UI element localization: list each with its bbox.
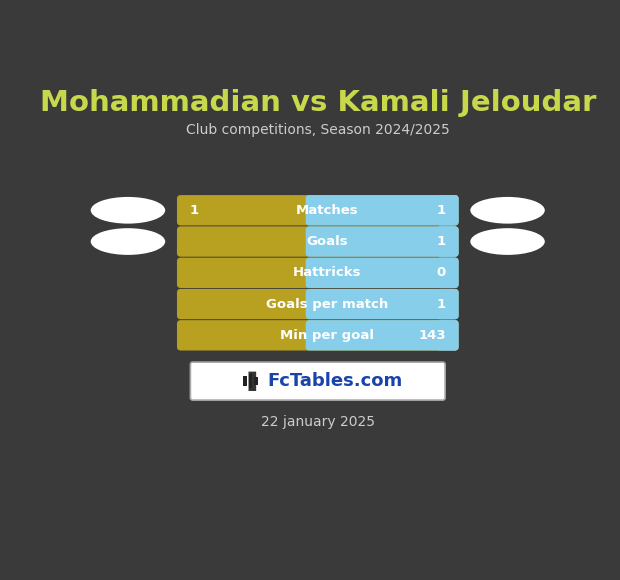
Text: ▐: ▐: [241, 371, 255, 390]
Text: 1: 1: [190, 204, 198, 217]
FancyBboxPatch shape: [190, 362, 445, 400]
FancyBboxPatch shape: [177, 320, 459, 350]
FancyBboxPatch shape: [177, 258, 459, 288]
Bar: [309, 324, 317, 347]
FancyBboxPatch shape: [306, 320, 459, 350]
FancyBboxPatch shape: [436, 226, 459, 257]
Bar: [309, 324, 454, 347]
Text: Goals per match: Goals per match: [266, 298, 389, 310]
Text: 1: 1: [437, 235, 446, 248]
FancyBboxPatch shape: [306, 289, 459, 319]
FancyBboxPatch shape: [177, 195, 459, 226]
Text: Min per goal: Min per goal: [280, 329, 374, 342]
Bar: [309, 230, 454, 253]
Text: Mohammadian vs Kamali Jeloudar: Mohammadian vs Kamali Jeloudar: [40, 89, 596, 117]
Bar: [309, 230, 317, 253]
Text: Hattricks: Hattricks: [293, 266, 361, 280]
Bar: [309, 292, 454, 316]
FancyBboxPatch shape: [306, 226, 459, 257]
FancyBboxPatch shape: [436, 320, 459, 350]
Text: Goals: Goals: [306, 235, 348, 248]
Text: 22 january 2025: 22 january 2025: [261, 415, 374, 429]
Text: 143: 143: [418, 329, 446, 342]
Bar: [309, 199, 454, 222]
FancyBboxPatch shape: [436, 289, 459, 319]
Bar: [309, 261, 454, 284]
Ellipse shape: [91, 197, 165, 224]
Text: 1: 1: [437, 204, 446, 217]
Text: Matches: Matches: [296, 204, 359, 217]
Ellipse shape: [91, 228, 165, 255]
Bar: [309, 292, 317, 316]
Bar: [309, 261, 317, 284]
FancyBboxPatch shape: [306, 195, 459, 226]
Ellipse shape: [471, 228, 545, 255]
FancyBboxPatch shape: [177, 289, 459, 319]
Text: Club competitions, Season 2024/2025: Club competitions, Season 2024/2025: [186, 123, 450, 137]
Text: FcTables.com: FcTables.com: [267, 372, 402, 390]
Ellipse shape: [471, 197, 545, 224]
FancyBboxPatch shape: [306, 258, 459, 288]
FancyBboxPatch shape: [177, 226, 459, 257]
Text: 0: 0: [437, 266, 446, 280]
Text: 1: 1: [437, 298, 446, 310]
Bar: [249, 374, 252, 388]
Bar: [254, 377, 258, 385]
FancyBboxPatch shape: [436, 258, 459, 288]
Bar: [309, 199, 317, 222]
Bar: [243, 376, 247, 386]
FancyBboxPatch shape: [436, 195, 459, 226]
